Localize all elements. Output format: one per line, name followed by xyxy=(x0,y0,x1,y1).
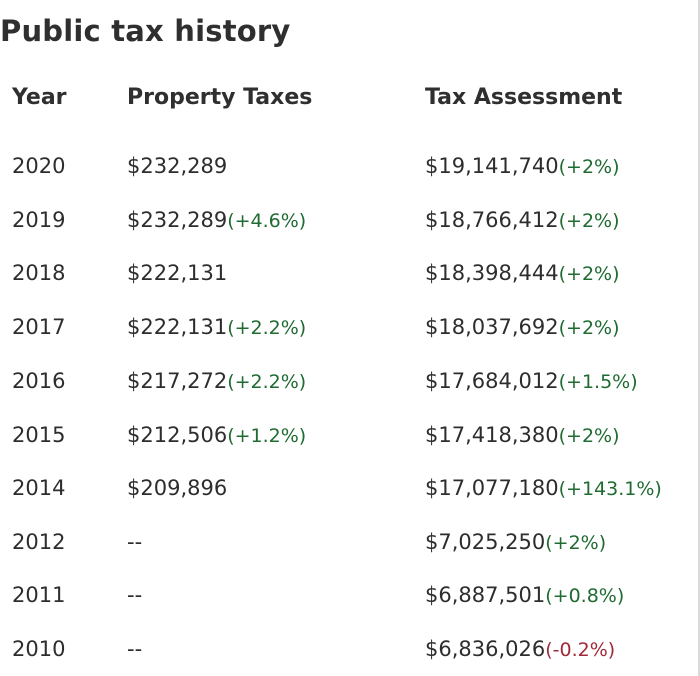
assessment-cell: $18,037,692(+2%) xyxy=(425,307,620,348)
year-cell: 2010 xyxy=(12,637,66,661)
page-edge-divider xyxy=(698,0,700,676)
table-row: 2017 $222,131(+2.2%) $18,037,692(+2%) xyxy=(0,307,698,347)
table-row: 2012 -- $7,025,250(+2%) xyxy=(0,522,698,562)
property-tax-value: -- xyxy=(127,583,143,607)
property-tax-cell: -- xyxy=(127,575,142,616)
assessment-change: (+0.8%) xyxy=(545,585,625,607)
table-row: 2016 $217,272(+2.2%) $17,684,012(+1.5%) xyxy=(0,361,698,401)
assessment-cell: $18,398,444(+2%) xyxy=(425,253,620,294)
assessment-change: (+2%) xyxy=(558,210,620,232)
assessment-value: $18,398,444 xyxy=(425,261,559,285)
table-row: 2018 $222,131 $18,398,444(+2%) xyxy=(0,253,698,293)
assessment-cell: $6,836,026(-0.2%) xyxy=(425,629,615,670)
property-tax-value: $217,272 xyxy=(127,369,228,393)
assessment-value: $6,836,026 xyxy=(425,637,546,661)
year-cell: 2020 xyxy=(12,154,66,178)
year-cell: 2018 xyxy=(12,261,66,285)
assessment-change: (+2%) xyxy=(558,263,620,285)
property-tax-cell: $209,896 xyxy=(127,468,227,509)
year-cell: 2016 xyxy=(12,369,66,393)
assessment-cell: $7,025,250(+2%) xyxy=(425,522,606,563)
assessment-value: $17,077,180 xyxy=(425,476,559,500)
property-tax-change: (+2.2%) xyxy=(227,317,307,339)
property-tax-cell: $232,289(+4.6%) xyxy=(127,200,306,241)
property-tax-value: -- xyxy=(127,637,143,661)
property-tax-value: $222,131 xyxy=(127,315,228,339)
table-row: 2020 $232,289 $19,141,740(+2%) xyxy=(0,146,698,186)
assessment-change: (+143.1%) xyxy=(558,478,662,500)
year-cell: 2017 xyxy=(12,315,66,339)
table-row: 2011 -- $6,887,501(+0.8%) xyxy=(0,575,698,615)
assessment-change: (-0.2%) xyxy=(545,639,616,661)
assessment-value: $18,037,692 xyxy=(425,315,559,339)
property-tax-cell: -- xyxy=(127,629,142,670)
assessment-value: $18,766,412 xyxy=(425,208,559,232)
property-tax-cell: $222,131(+2.2%) xyxy=(127,307,306,348)
assessment-cell: $18,766,412(+2%) xyxy=(425,200,620,241)
column-header-year: Year xyxy=(12,85,67,110)
assessment-cell: $6,887,501(+0.8%) xyxy=(425,575,624,616)
table-row: 2019 $232,289(+4.6%) $18,766,412(+2%) xyxy=(0,200,698,240)
property-tax-cell: $212,506(+1.2%) xyxy=(127,415,306,456)
table-row: 2015 $212,506(+1.2%) $17,418,380(+2%) xyxy=(0,415,698,455)
property-tax-change: (+2.2%) xyxy=(227,371,307,393)
property-tax-cell: -- xyxy=(127,522,142,563)
assessment-change: (+1.5%) xyxy=(558,371,638,393)
assessment-cell: $17,418,380(+2%) xyxy=(425,415,620,456)
table-row: 2014 $209,896 $17,077,180(+143.1%) xyxy=(0,468,698,508)
table-header: Year Property Taxes Tax Assessment xyxy=(0,78,698,118)
assessment-change: (+2%) xyxy=(558,317,620,339)
property-tax-value: $212,506 xyxy=(127,423,228,447)
property-tax-value: $232,289 xyxy=(127,208,228,232)
property-tax-value: $232,289 xyxy=(127,154,228,178)
assessment-value: $6,887,501 xyxy=(425,583,546,607)
property-tax-cell: $217,272(+2.2%) xyxy=(127,361,306,402)
year-cell: 2014 xyxy=(12,476,66,500)
year-cell: 2015 xyxy=(12,423,66,447)
assessment-cell: $19,141,740(+2%) xyxy=(425,146,620,187)
property-tax-cell: $222,131 xyxy=(127,253,227,294)
assessment-change: (+2%) xyxy=(558,425,620,447)
column-header-tax-assessment: Tax Assessment xyxy=(425,85,623,110)
assessment-change: (+2%) xyxy=(545,532,607,554)
assessment-value: $17,418,380 xyxy=(425,423,559,447)
assessment-cell: $17,077,180(+143.1%) xyxy=(425,468,662,509)
property-tax-value: -- xyxy=(127,530,143,554)
property-tax-cell: $232,289 xyxy=(127,146,227,187)
property-tax-change: (+1.2%) xyxy=(227,425,307,447)
assessment-value: $19,141,740 xyxy=(425,154,559,178)
assessment-value: $7,025,250 xyxy=(425,530,546,554)
table-row: 2010 -- $6,836,026(-0.2%) xyxy=(0,629,698,669)
property-tax-change: (+4.6%) xyxy=(227,210,307,232)
column-header-property-taxes: Property Taxes xyxy=(127,85,313,110)
year-cell: 2012 xyxy=(12,530,66,554)
page-title: Public tax history xyxy=(0,14,291,48)
year-cell: 2019 xyxy=(12,208,66,232)
assessment-change: (+2%) xyxy=(558,156,620,178)
property-tax-value: $222,131 xyxy=(127,261,228,285)
assessment-value: $17,684,012 xyxy=(425,369,559,393)
property-tax-value: $209,896 xyxy=(127,476,228,500)
year-cell: 2011 xyxy=(12,583,66,607)
assessment-cell: $17,684,012(+1.5%) xyxy=(425,361,638,402)
